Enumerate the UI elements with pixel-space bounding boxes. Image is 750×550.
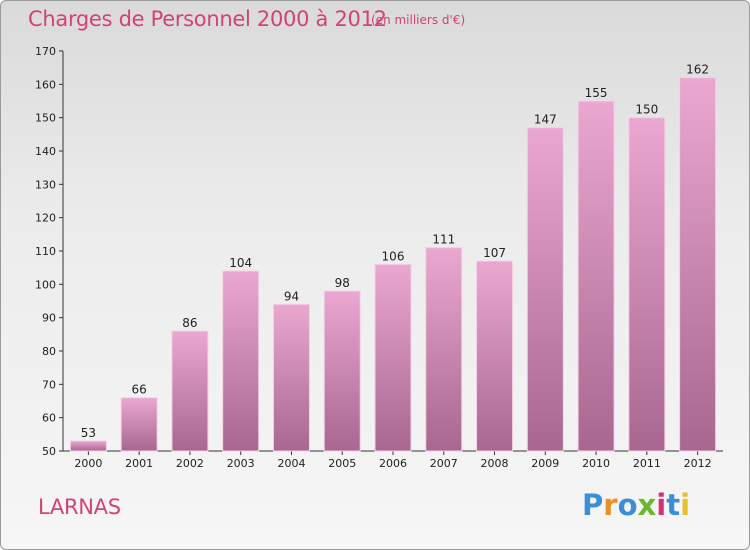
logo-letter: t — [666, 488, 681, 522]
y-tick-label: 70 — [42, 378, 56, 391]
bar-2002 — [171, 330, 209, 452]
chart-title: Charges de Personnel 2000 à 2012 — [28, 7, 387, 31]
bar-2011 — [628, 117, 666, 452]
value-label-2007: 111 — [432, 233, 455, 247]
value-label-2000: 53 — [81, 426, 96, 440]
logo-letter: o — [617, 488, 638, 522]
x-tick-label: 2006 — [379, 457, 407, 470]
y-tick-label: 60 — [42, 412, 56, 425]
value-label-2010: 155 — [585, 86, 608, 100]
bar-2000 — [69, 440, 107, 452]
value-label-2012: 162 — [686, 63, 709, 77]
y-tick-label: 170 — [35, 45, 56, 58]
bar-2003 — [222, 270, 260, 452]
x-tick-label: 2008 — [481, 457, 509, 470]
value-labels: 53 66 86 104 94 98 106 111 107 147 155 150 162 — [81, 63, 709, 440]
logo-letter: P — [582, 488, 604, 522]
value-label-2011: 150 — [635, 103, 658, 117]
logo-letter: x — [637, 488, 657, 522]
y-tick-label: 80 — [42, 345, 56, 358]
y-tick-label: 160 — [35, 78, 56, 91]
value-label-2004: 94 — [284, 289, 299, 303]
logo-letter: i — [680, 488, 691, 522]
bar-2006 — [374, 263, 412, 452]
value-label-2002: 86 — [182, 316, 197, 330]
logo-letter: r — [603, 488, 618, 522]
y-tick-label: 50 — [42, 445, 56, 458]
bar-2005 — [323, 290, 361, 452]
y-tick-label: 90 — [42, 312, 56, 325]
chart-subtitle: (en milliers d'€) — [371, 13, 466, 27]
y-tick-label: 120 — [35, 212, 56, 225]
bar-2007 — [425, 247, 463, 452]
value-label-2001: 66 — [132, 383, 147, 397]
bar-2004 — [272, 303, 310, 452]
x-tick-label: 2005 — [328, 457, 356, 470]
value-label-2006: 106 — [382, 249, 405, 263]
x-tick-label: 2000 — [74, 457, 102, 470]
x-tick-label: 2004 — [277, 457, 305, 470]
bars — [69, 77, 717, 452]
value-label-2008: 107 — [483, 246, 506, 260]
y-tick-label: 140 — [35, 145, 56, 158]
town-name: LARNAS — [38, 495, 121, 519]
bar-2010 — [577, 100, 615, 452]
x-tick-label: 2011 — [633, 457, 661, 470]
axes: 50 60 70 80 90 100 110 120 130 140 150 160 170 2000 20… — [35, 45, 723, 470]
logo-letter: i — [656, 488, 667, 522]
value-label-2003: 104 — [229, 256, 252, 270]
x-tick-label: 2012 — [684, 457, 712, 470]
proxiti-logo[interactable]: Proxiti — [582, 488, 690, 522]
bar-2009 — [526, 127, 564, 452]
y-tick-label: 100 — [35, 278, 56, 291]
x-tick-label: 2003 — [227, 457, 255, 470]
y-tick-label: 130 — [35, 178, 56, 191]
x-tick-label: 2001 — [125, 457, 153, 470]
bar-2008 — [476, 260, 514, 452]
x-tick-label: 2009 — [531, 457, 559, 470]
bar-2012 — [679, 77, 717, 452]
x-tick-label: 2002 — [176, 457, 204, 470]
value-label-2005: 98 — [335, 276, 350, 290]
x-tick-label: 2010 — [582, 457, 610, 470]
bar-2001 — [120, 397, 158, 452]
y-tick-label: 150 — [35, 112, 56, 125]
value-label-2009: 147 — [534, 113, 557, 127]
y-tick-label: 110 — [35, 245, 56, 258]
x-tick-label: 2007 — [430, 457, 458, 470]
